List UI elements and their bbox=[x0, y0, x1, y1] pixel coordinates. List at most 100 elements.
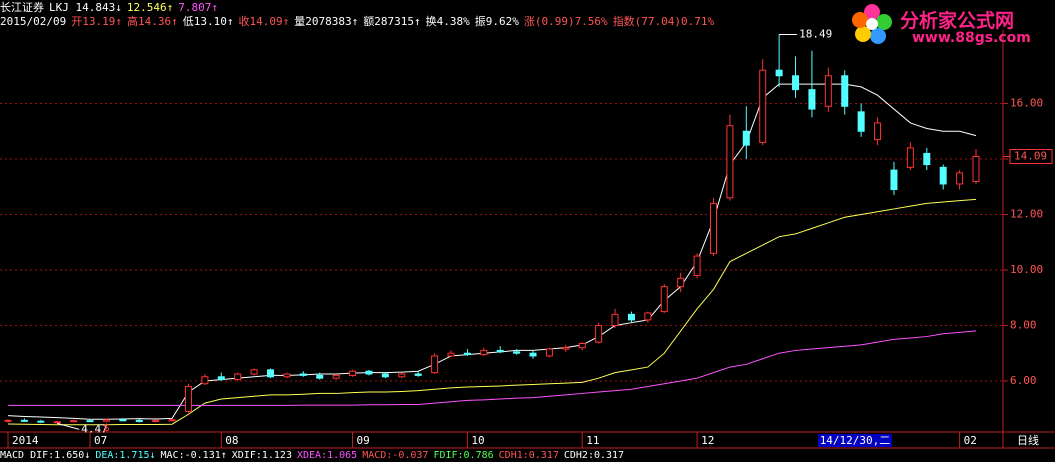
candle-body bbox=[595, 324, 603, 343]
candle-body bbox=[496, 349, 504, 353]
candle-body bbox=[102, 419, 110, 422]
x-tick-label: 2014 bbox=[12, 434, 39, 447]
candle-body bbox=[332, 374, 340, 379]
candle-body bbox=[316, 374, 324, 379]
header-item: 12.546↑ bbox=[126, 1, 174, 14]
candle-body bbox=[431, 355, 439, 374]
header-item: 长江证券 bbox=[0, 1, 44, 14]
header-item: 低13.10↑ bbox=[182, 15, 234, 28]
low-pointer bbox=[57, 422, 80, 430]
candle-body bbox=[184, 386, 192, 412]
candle-body bbox=[447, 352, 455, 357]
candle-body bbox=[759, 69, 767, 143]
candle-body bbox=[824, 75, 832, 107]
candle-body bbox=[119, 419, 127, 422]
candle-body bbox=[250, 369, 258, 375]
candle-body bbox=[152, 419, 160, 422]
logo: 分析家公式网 www.88gs.com bbox=[850, 2, 1055, 46]
x-tick-label: 12 bbox=[701, 434, 714, 447]
indicator-item: FDIF:0.786 bbox=[433, 450, 494, 461]
candle-body bbox=[939, 166, 947, 185]
indicator-item: MAC:-0.131↑ bbox=[160, 450, 227, 461]
header-item: 振9.62% bbox=[474, 15, 519, 28]
y-tick-label: 16.00 bbox=[1010, 97, 1043, 110]
header-item: 涨(0.99)7.56% bbox=[523, 15, 608, 28]
signal-marker: $ bbox=[103, 421, 110, 434]
logo-icon bbox=[852, 4, 892, 44]
candle-body bbox=[906, 147, 914, 168]
x-tick-label: 08 bbox=[225, 434, 238, 447]
petal bbox=[855, 26, 871, 42]
candle-body bbox=[627, 313, 635, 321]
header-line1: 长江证券 LKJ 14.843↓ 12.546↑ 7.807↑ bbox=[0, 1, 223, 14]
header-item: 高14.36↑ bbox=[126, 15, 178, 28]
candle-body bbox=[660, 286, 668, 313]
candle-body bbox=[693, 255, 701, 277]
candle-body bbox=[874, 122, 882, 141]
logo-title: 分析家公式网 bbox=[900, 10, 1015, 32]
petal bbox=[864, 4, 880, 20]
petal-center bbox=[866, 18, 878, 30]
header-item: 7.807↑ bbox=[178, 1, 218, 14]
candle-body bbox=[742, 130, 750, 146]
period-label: 日线 bbox=[1017, 433, 1039, 447]
candle-body bbox=[414, 373, 422, 376]
candle-body bbox=[234, 373, 242, 381]
candle-body bbox=[20, 419, 28, 422]
cursor-label: 14/12/30,二 bbox=[820, 434, 891, 447]
indicator-item: XDEA:1.065 bbox=[296, 450, 358, 461]
indicator-item: XDIF:1.123 bbox=[231, 450, 292, 461]
candle-body bbox=[923, 152, 931, 166]
y-tick-label: 10.00 bbox=[1010, 263, 1043, 276]
footer-line: MACD DIF:1.650↓ DEA:1.715↓ MAC:-0.131↑ XDIF… bbox=[0, 449, 629, 462]
candle-body bbox=[299, 373, 307, 376]
candle-body bbox=[644, 312, 652, 321]
candle-body bbox=[480, 349, 488, 356]
indicator-line bbox=[7, 83, 977, 420]
petal bbox=[870, 28, 886, 44]
candle-body bbox=[808, 89, 816, 110]
candle-body bbox=[956, 172, 964, 185]
petal bbox=[876, 14, 892, 30]
petal bbox=[852, 12, 868, 28]
candle-body bbox=[283, 373, 291, 378]
x-tick-label: 07 bbox=[94, 434, 107, 447]
candle-body bbox=[53, 421, 61, 424]
candle-body bbox=[890, 169, 898, 191]
candle-body bbox=[775, 69, 783, 77]
candle-body bbox=[86, 420, 94, 423]
candle-body bbox=[267, 369, 275, 378]
indicator-line bbox=[8, 330, 977, 406]
candle-body bbox=[37, 420, 45, 423]
y-tick-label: 6.00 bbox=[1010, 374, 1037, 387]
candle-body bbox=[4, 419, 12, 422]
candle-body bbox=[381, 373, 389, 378]
y-tick-label: 8.00 bbox=[1010, 318, 1037, 331]
candle-body bbox=[463, 352, 471, 356]
candle-body bbox=[972, 156, 980, 182]
candle-body bbox=[135, 419, 143, 422]
header-item: LKJ 14.843↓ bbox=[49, 1, 122, 14]
header-item: 开13.19↑ bbox=[71, 15, 122, 28]
candle-body bbox=[217, 376, 225, 381]
header-item: 收14.09↑ bbox=[238, 15, 290, 28]
y-tick-label: 12.00 bbox=[1010, 207, 1043, 220]
candle-body bbox=[841, 75, 849, 107]
candle-body bbox=[709, 202, 717, 254]
indicator-item: DEA:1.715↓ bbox=[95, 450, 156, 461]
candle-body bbox=[545, 348, 553, 357]
candle-body bbox=[726, 125, 734, 199]
candle-body bbox=[562, 347, 570, 350]
candle-body bbox=[398, 373, 406, 378]
header-item: 指数(77.04)0.71% bbox=[612, 15, 715, 28]
high-label: 18.49 bbox=[799, 27, 832, 40]
candle-body bbox=[365, 370, 373, 375]
indicator-item: CDH1:0.317 bbox=[498, 450, 559, 461]
candle-body bbox=[578, 342, 586, 349]
x-tick-label: 09 bbox=[357, 434, 370, 447]
x-tick-label: 10 bbox=[471, 434, 484, 447]
price-box bbox=[1009, 149, 1053, 165]
candle-body bbox=[857, 111, 865, 132]
